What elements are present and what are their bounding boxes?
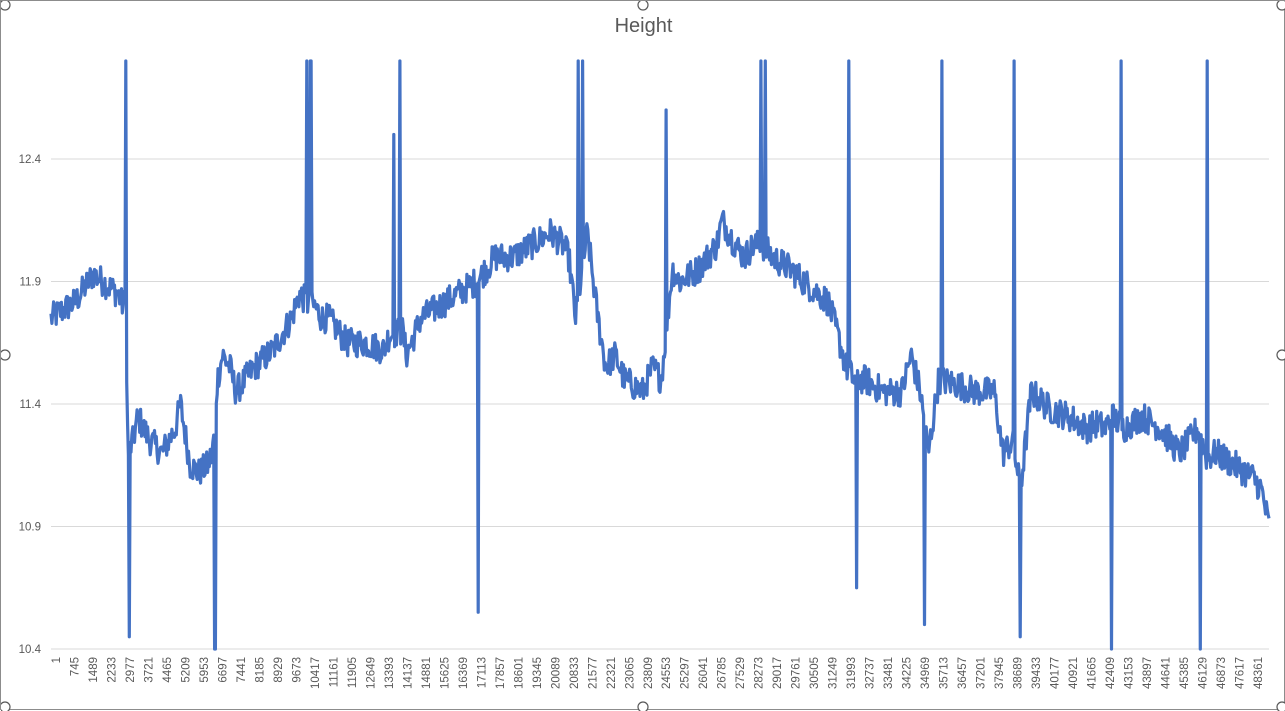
- x-tick-label-39: 29017: [772, 657, 784, 689]
- x-tick-label-26: 19345: [532, 657, 544, 689]
- resize-handle-2[interactable]: [1276, 1, 1285, 11]
- x-tick-label-41: 30505: [809, 657, 821, 689]
- x-tick-label-44: 32737: [865, 657, 877, 689]
- x-tick-label-8: 5953: [199, 657, 211, 683]
- x-tick-label-52: 38689: [1013, 657, 1025, 689]
- x-tick-label-27: 20089: [550, 657, 562, 689]
- x-tick-label-61: 45385: [1179, 657, 1191, 689]
- x-tick-label-25: 18601: [513, 657, 525, 689]
- x-tick-label-34: 25297: [680, 657, 692, 689]
- resize-handle-4[interactable]: [1276, 349, 1285, 361]
- x-tick-label-4: 2977: [125, 657, 137, 683]
- x-tick-label-19: 14137: [402, 657, 414, 689]
- x-tick-label-59: 43897: [1142, 657, 1154, 689]
- resize-handle-6[interactable]: [637, 701, 649, 711]
- x-tick-label-42: 31249: [828, 657, 840, 689]
- x-tick-label-50: 37201: [976, 657, 988, 689]
- x-tick-label-57: 42409: [1105, 657, 1117, 689]
- x-tick-label-65: 48361: [1253, 657, 1265, 689]
- x-tick-label-63: 46873: [1216, 657, 1228, 689]
- x-tick-label-45: 33481: [883, 657, 895, 689]
- x-tick-label-6: 4465: [162, 657, 174, 683]
- x-tick-label-16: 11905: [347, 657, 359, 688]
- x-tick-label-12: 8929: [273, 657, 285, 683]
- x-tick-label-28: 20833: [569, 657, 581, 689]
- x-tick-label-32: 23809: [643, 657, 655, 689]
- x-tick-label-21: 15625: [439, 657, 451, 689]
- x-tick-label-17: 12649: [365, 657, 377, 689]
- x-tick-label-55: 40921: [1068, 657, 1080, 689]
- x-tick-label-24: 17857: [495, 657, 507, 689]
- x-tick-label-2: 1489: [88, 657, 100, 683]
- x-tick-label-46: 34225: [902, 657, 914, 689]
- x-tick-label-35: 26041: [698, 657, 710, 689]
- x-tick-label-60: 44641: [1161, 657, 1173, 689]
- x-tick-label-53: 39433: [1031, 657, 1043, 689]
- x-tick-label-11: 8185: [254, 657, 266, 683]
- x-tick-label-7: 5209: [180, 657, 192, 683]
- gridlines: [51, 158, 1269, 650]
- resize-handle-3[interactable]: [1, 349, 11, 361]
- x-tick-label-9: 6697: [217, 657, 229, 683]
- x-tick-label-36: 26785: [717, 657, 729, 689]
- y-tick-label-3: 11.9: [19, 277, 41, 289]
- x-tick-label-56: 41665: [1087, 657, 1099, 689]
- x-tick-label-62: 46129: [1198, 657, 1210, 689]
- resize-handle-1[interactable]: [637, 1, 649, 11]
- x-tick-label-14: 10417: [310, 657, 322, 689]
- x-axis-tick-labels: 1 745 1489 2233 2977 3721 4465 5209 5953 6697 7441…: [51, 657, 1265, 689]
- y-tick-label-0: 10.4: [19, 644, 42, 656]
- x-tick-label-22: 16369: [458, 657, 470, 689]
- y-axis-tick-labels: 10.4 10.9 11.4 11.9 12.4: [19, 154, 42, 656]
- x-tick-label-3: 2233: [106, 657, 118, 683]
- y-tick-label-2: 11.4: [19, 399, 41, 411]
- x-tick-label-10: 7441: [236, 657, 248, 683]
- x-tick-label-23: 17113: [476, 657, 488, 688]
- x-tick-label-48: 35713: [939, 657, 951, 689]
- x-tick-label-40: 29761: [791, 657, 803, 689]
- x-tick-label-1: 745: [69, 657, 81, 676]
- x-tick-label-30: 22321: [606, 657, 618, 689]
- x-tick-label-49: 36457: [957, 657, 969, 689]
- resize-handle-5[interactable]: [1, 701, 11, 711]
- x-tick-label-58: 43153: [1124, 657, 1136, 689]
- series-line-height: [49, 59, 1271, 651]
- x-tick-label-64: 47617: [1235, 657, 1247, 689]
- x-tick-label-0: 1: [51, 657, 63, 663]
- x-tick-label-18: 13393: [384, 657, 396, 689]
- x-tick-label-47: 34969: [920, 657, 932, 689]
- x-tick-label-29: 21577: [587, 657, 599, 689]
- x-tick-label-33: 24553: [661, 657, 673, 689]
- x-tick-label-51: 37945: [994, 657, 1006, 689]
- x-tick-label-38: 28273: [754, 657, 766, 689]
- x-tick-label-31: 23065: [624, 657, 636, 689]
- x-tick-label-5: 3721: [143, 657, 155, 683]
- resize-handle-0[interactable]: [1, 1, 11, 11]
- series-group: [49, 59, 1271, 651]
- y-tick-label-1: 10.9: [19, 522, 41, 534]
- x-tick-label-20: 14881: [421, 657, 433, 689]
- resize-handle-7[interactable]: [1276, 701, 1285, 711]
- x-tick-label-43: 31993: [846, 657, 858, 689]
- x-tick-label-13: 9673: [291, 657, 303, 683]
- chart-title: Height: [614, 15, 673, 37]
- y-tick-label-4: 12.4: [19, 154, 42, 166]
- x-tick-label-54: 40177: [1050, 657, 1062, 689]
- x-tick-label-37: 27529: [735, 657, 747, 689]
- x-tick-label-15: 11161: [328, 657, 340, 687]
